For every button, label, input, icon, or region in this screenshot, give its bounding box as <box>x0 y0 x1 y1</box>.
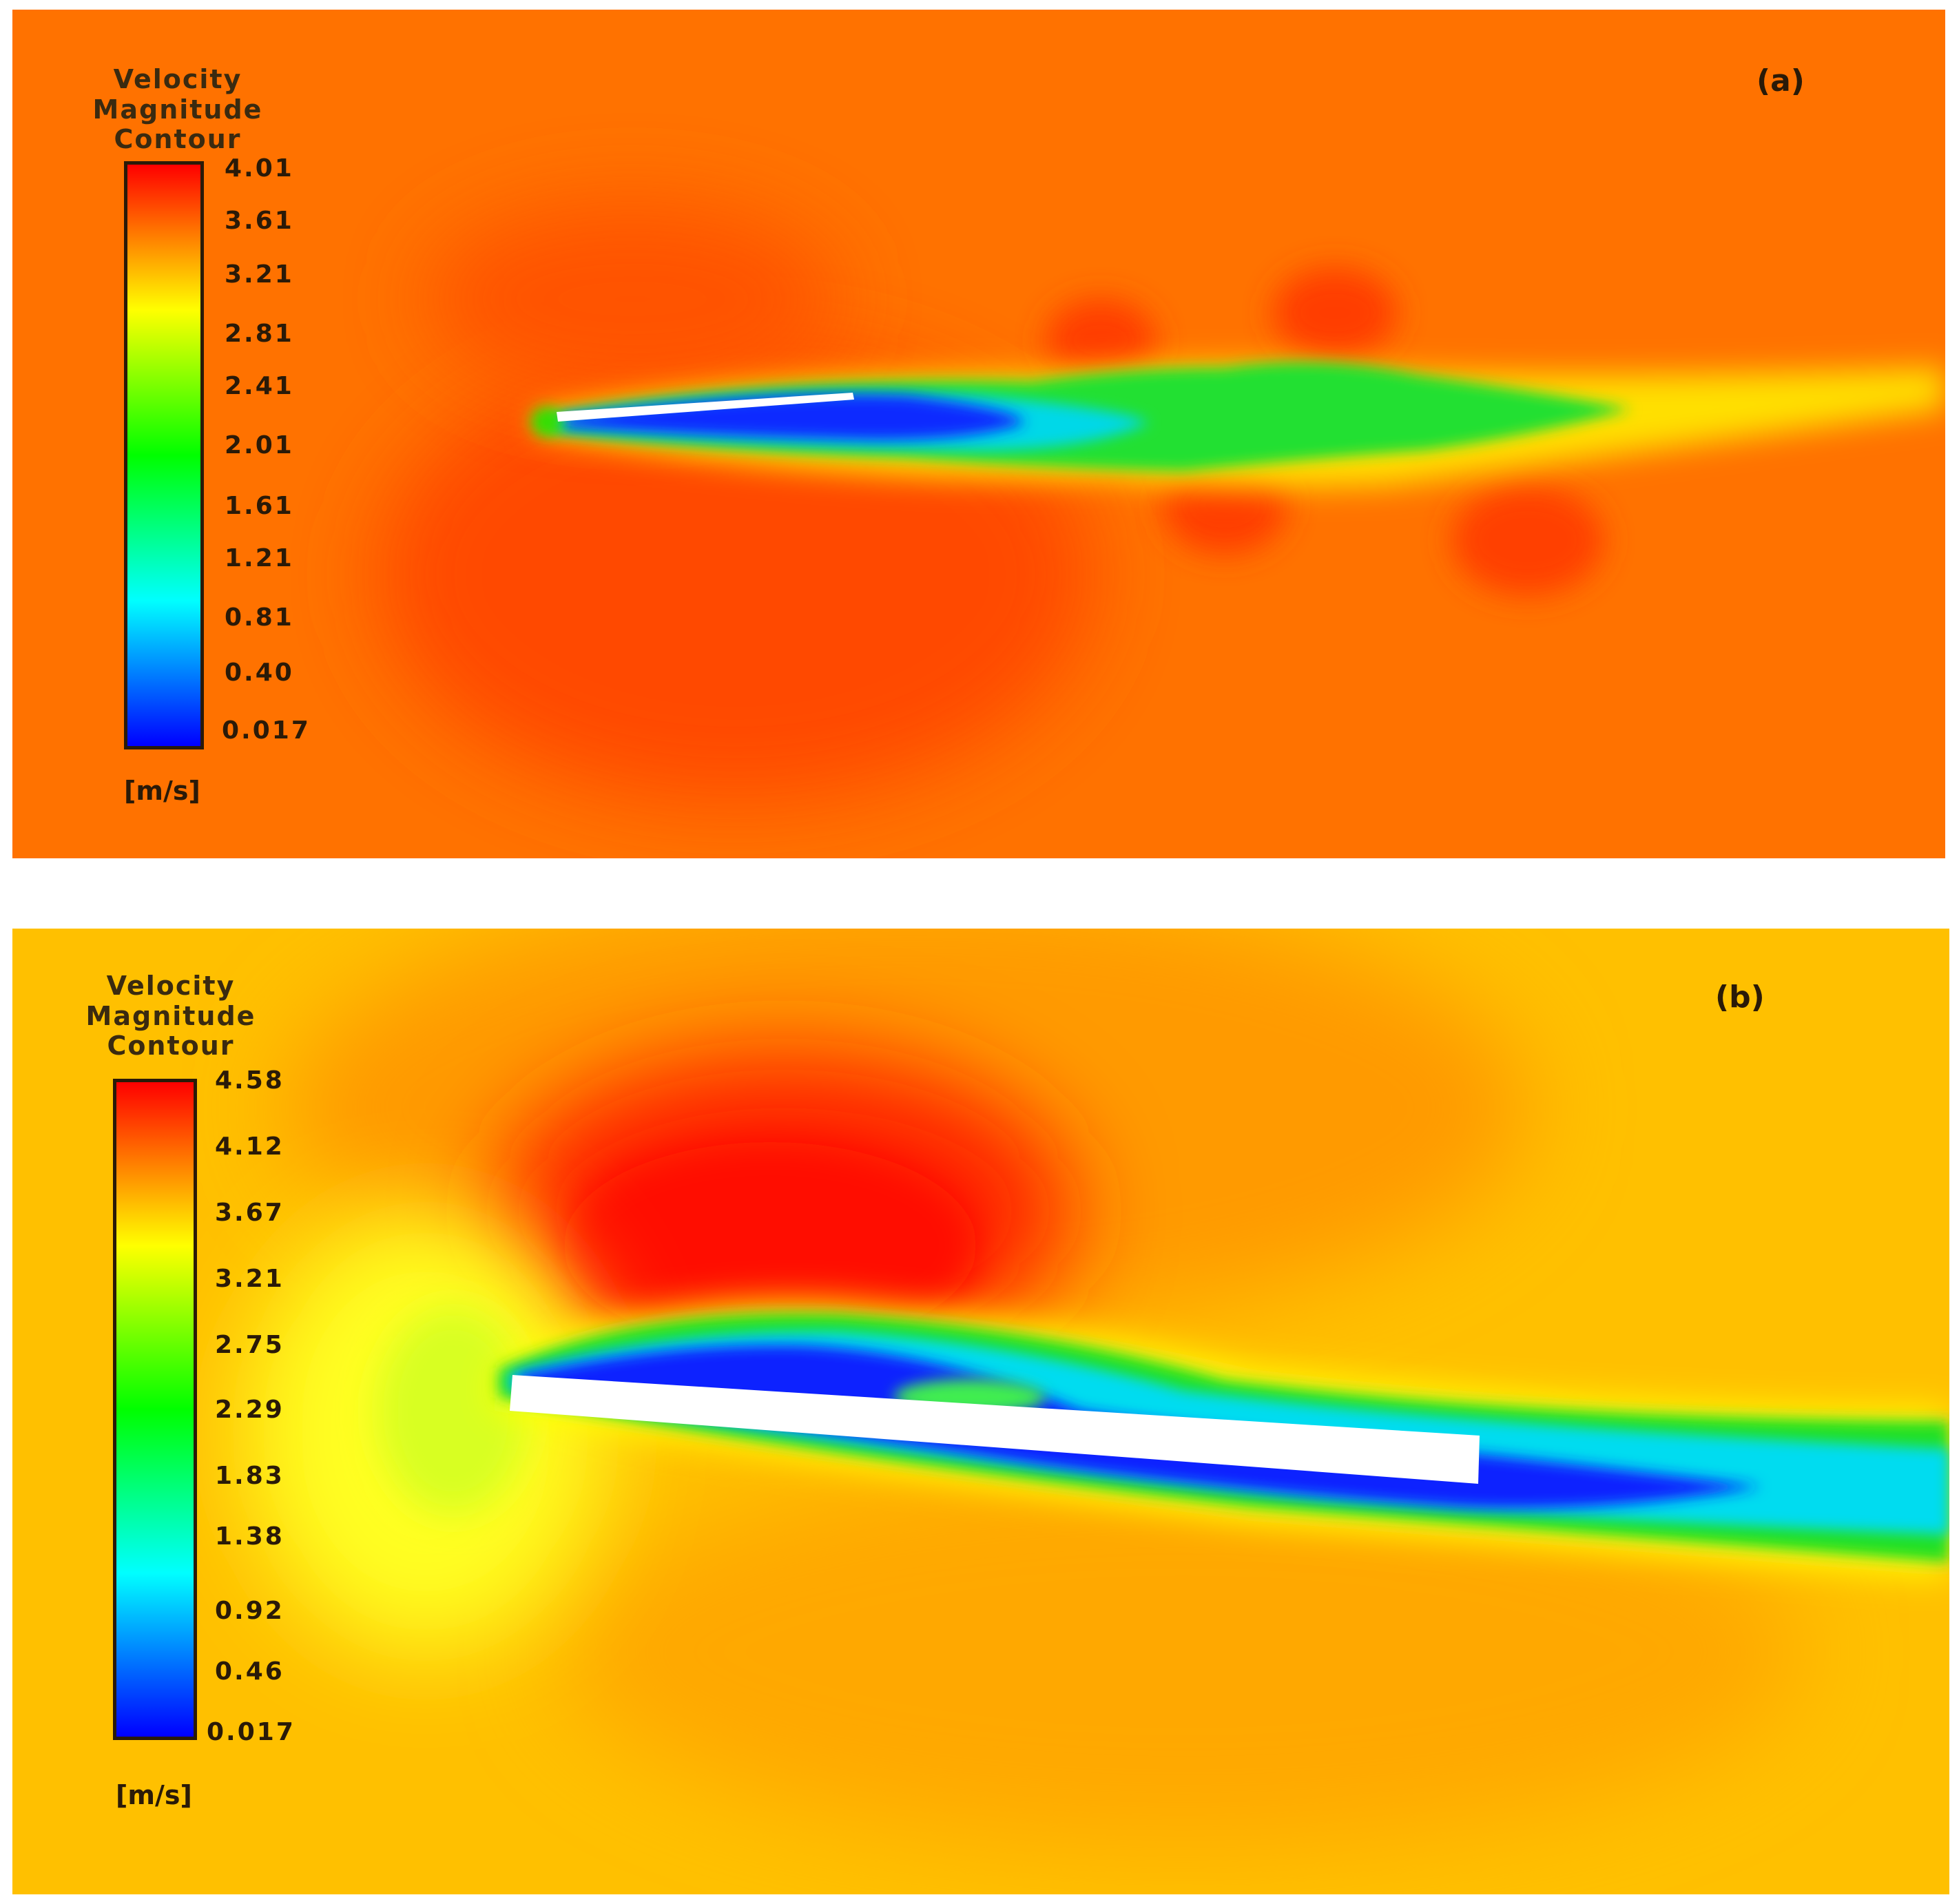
legend-title-line1-b: Velocity Magnitude <box>85 971 256 1031</box>
tick-label-b-8: 0.92 <box>215 1597 284 1625</box>
panel-label-a: (a) <box>1756 63 1805 99</box>
legend-title-b: Velocity Magnitude Contour <box>19 971 322 1062</box>
tick-label-b-2: 3.67 <box>215 1199 284 1227</box>
velocity-field-a <box>12 10 1945 858</box>
legend-title-line1-a: Velocity Magnitude <box>92 64 263 125</box>
tick-label-b-6: 1.83 <box>215 1462 284 1490</box>
velocity-field-b <box>12 929 1949 1894</box>
tick-label-a-4: 2.41 <box>225 372 294 400</box>
contour-panel-a: Velocity Magnitude Contour 4.01 3.61 3.2… <box>12 10 1945 858</box>
tick-label-a-3: 2.81 <box>225 320 294 348</box>
unit-label-b: [m/s] <box>116 1780 192 1810</box>
tick-label-a-5: 2.01 <box>225 431 294 459</box>
tick-label-a-6: 1.61 <box>225 492 294 520</box>
tick-label-a-2: 3.21 <box>225 260 294 289</box>
tick-label-b-9: 0.46 <box>215 1657 284 1686</box>
tick-label-a-7: 1.21 <box>225 544 294 572</box>
contour-panel-b: Velocity Magnitude Contour 4.58 4.12 3.6… <box>12 929 1949 1894</box>
unit-label-a: [m/s] <box>124 776 200 806</box>
panel-label-b: (b) <box>1715 980 1765 1015</box>
colorbar-b <box>113 1079 197 1740</box>
tick-label-b-5: 2.29 <box>215 1396 284 1424</box>
tick-label-b-3: 3.21 <box>215 1265 284 1293</box>
tick-label-a-8: 0.81 <box>225 603 294 632</box>
tick-label-a-1: 3.61 <box>225 207 294 235</box>
tick-label-b-1: 4.12 <box>215 1132 284 1161</box>
tick-label-a-0: 4.01 <box>225 154 294 183</box>
tick-label-a-9: 0.40 <box>225 659 294 687</box>
legend-title-line2-a: Contour <box>114 124 242 155</box>
tick-label-b-0: 4.58 <box>215 1066 284 1095</box>
legend-title-a: Velocity Magnitude Contour <box>40 64 315 155</box>
colorbar-a <box>124 161 204 749</box>
tick-label-b-10: 0.017 <box>207 1718 296 1746</box>
legend-title-line2-b: Contour <box>107 1031 235 1062</box>
tick-label-b-7: 1.38 <box>215 1522 284 1551</box>
tick-label-b-4: 2.75 <box>215 1331 284 1359</box>
tick-label-a-10: 0.017 <box>222 716 311 745</box>
